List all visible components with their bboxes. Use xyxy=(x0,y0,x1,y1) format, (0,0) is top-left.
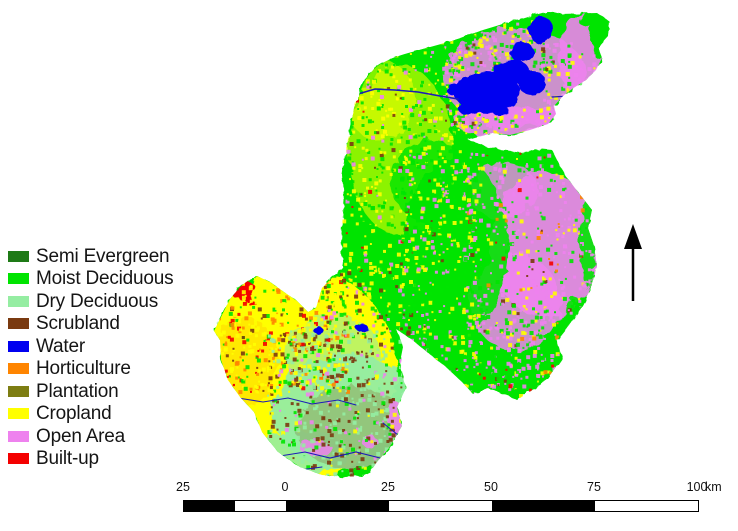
legend-color-swatch xyxy=(8,273,29,285)
legend-color-swatch xyxy=(8,430,29,442)
legend-item: Cropland xyxy=(8,403,173,426)
scale-tick-label: 0 xyxy=(281,480,289,494)
legend-color-swatch xyxy=(8,385,29,397)
scale-tick-label: 50 xyxy=(484,480,498,494)
scale-tick-label: 75 xyxy=(587,480,601,494)
legend-item-label: Dry Deciduous xyxy=(36,290,159,312)
legend-item-label: Plantation xyxy=(36,380,119,402)
legend-color-swatch xyxy=(8,340,29,352)
map-legend: Semi Evergreen Moist Deciduous Dry Decid… xyxy=(8,245,174,471)
scale-unit-label: km xyxy=(705,480,722,494)
legend-item: Built-up xyxy=(8,448,173,471)
legend-color-swatch xyxy=(8,250,29,262)
legend-item-label: Moist Deciduous xyxy=(36,268,174,290)
legend-item: Moist Deciduous xyxy=(8,268,174,291)
legend-item: Water xyxy=(8,335,173,358)
scale-tick-label: 25 xyxy=(176,480,190,494)
legend-item: Plantation xyxy=(8,380,173,403)
scale-bar-segment xyxy=(286,501,389,511)
legend-color-swatch xyxy=(8,408,29,420)
scale-bar-segment xyxy=(235,501,286,511)
legend-item-label: Open Area xyxy=(36,425,126,447)
scale-tick-label: 100 xyxy=(686,480,708,494)
scale-tick-label: 25 xyxy=(381,480,395,494)
scale-bar-segment xyxy=(492,501,595,511)
scale-bar-segment xyxy=(389,501,492,511)
legend-item-label: Horticulture xyxy=(36,358,131,380)
scale-bar-segment xyxy=(595,501,698,511)
legend-item-label: Built-up xyxy=(36,448,99,470)
legend-item: Open Area xyxy=(8,425,173,448)
legend-item: Semi Evergreen xyxy=(8,245,173,268)
legend-color-swatch xyxy=(8,295,29,307)
legend-item-label: Cropland xyxy=(36,403,112,425)
legend-item-label: Water xyxy=(36,335,85,357)
north-arrow-icon xyxy=(624,224,642,301)
legend-item: Dry Deciduous xyxy=(8,290,173,313)
scale-bar xyxy=(183,500,699,512)
legend-color-swatch xyxy=(8,453,29,465)
legend-color-swatch xyxy=(8,363,29,375)
legend-color-swatch xyxy=(8,318,29,330)
legend-item: Scrubland xyxy=(8,313,173,336)
legend-item: Horticulture xyxy=(8,358,173,381)
legend-item-label: Scrubland xyxy=(36,313,120,335)
legend-item-label: Semi Evergreen xyxy=(36,245,170,267)
scale-bar-segment xyxy=(184,501,235,511)
